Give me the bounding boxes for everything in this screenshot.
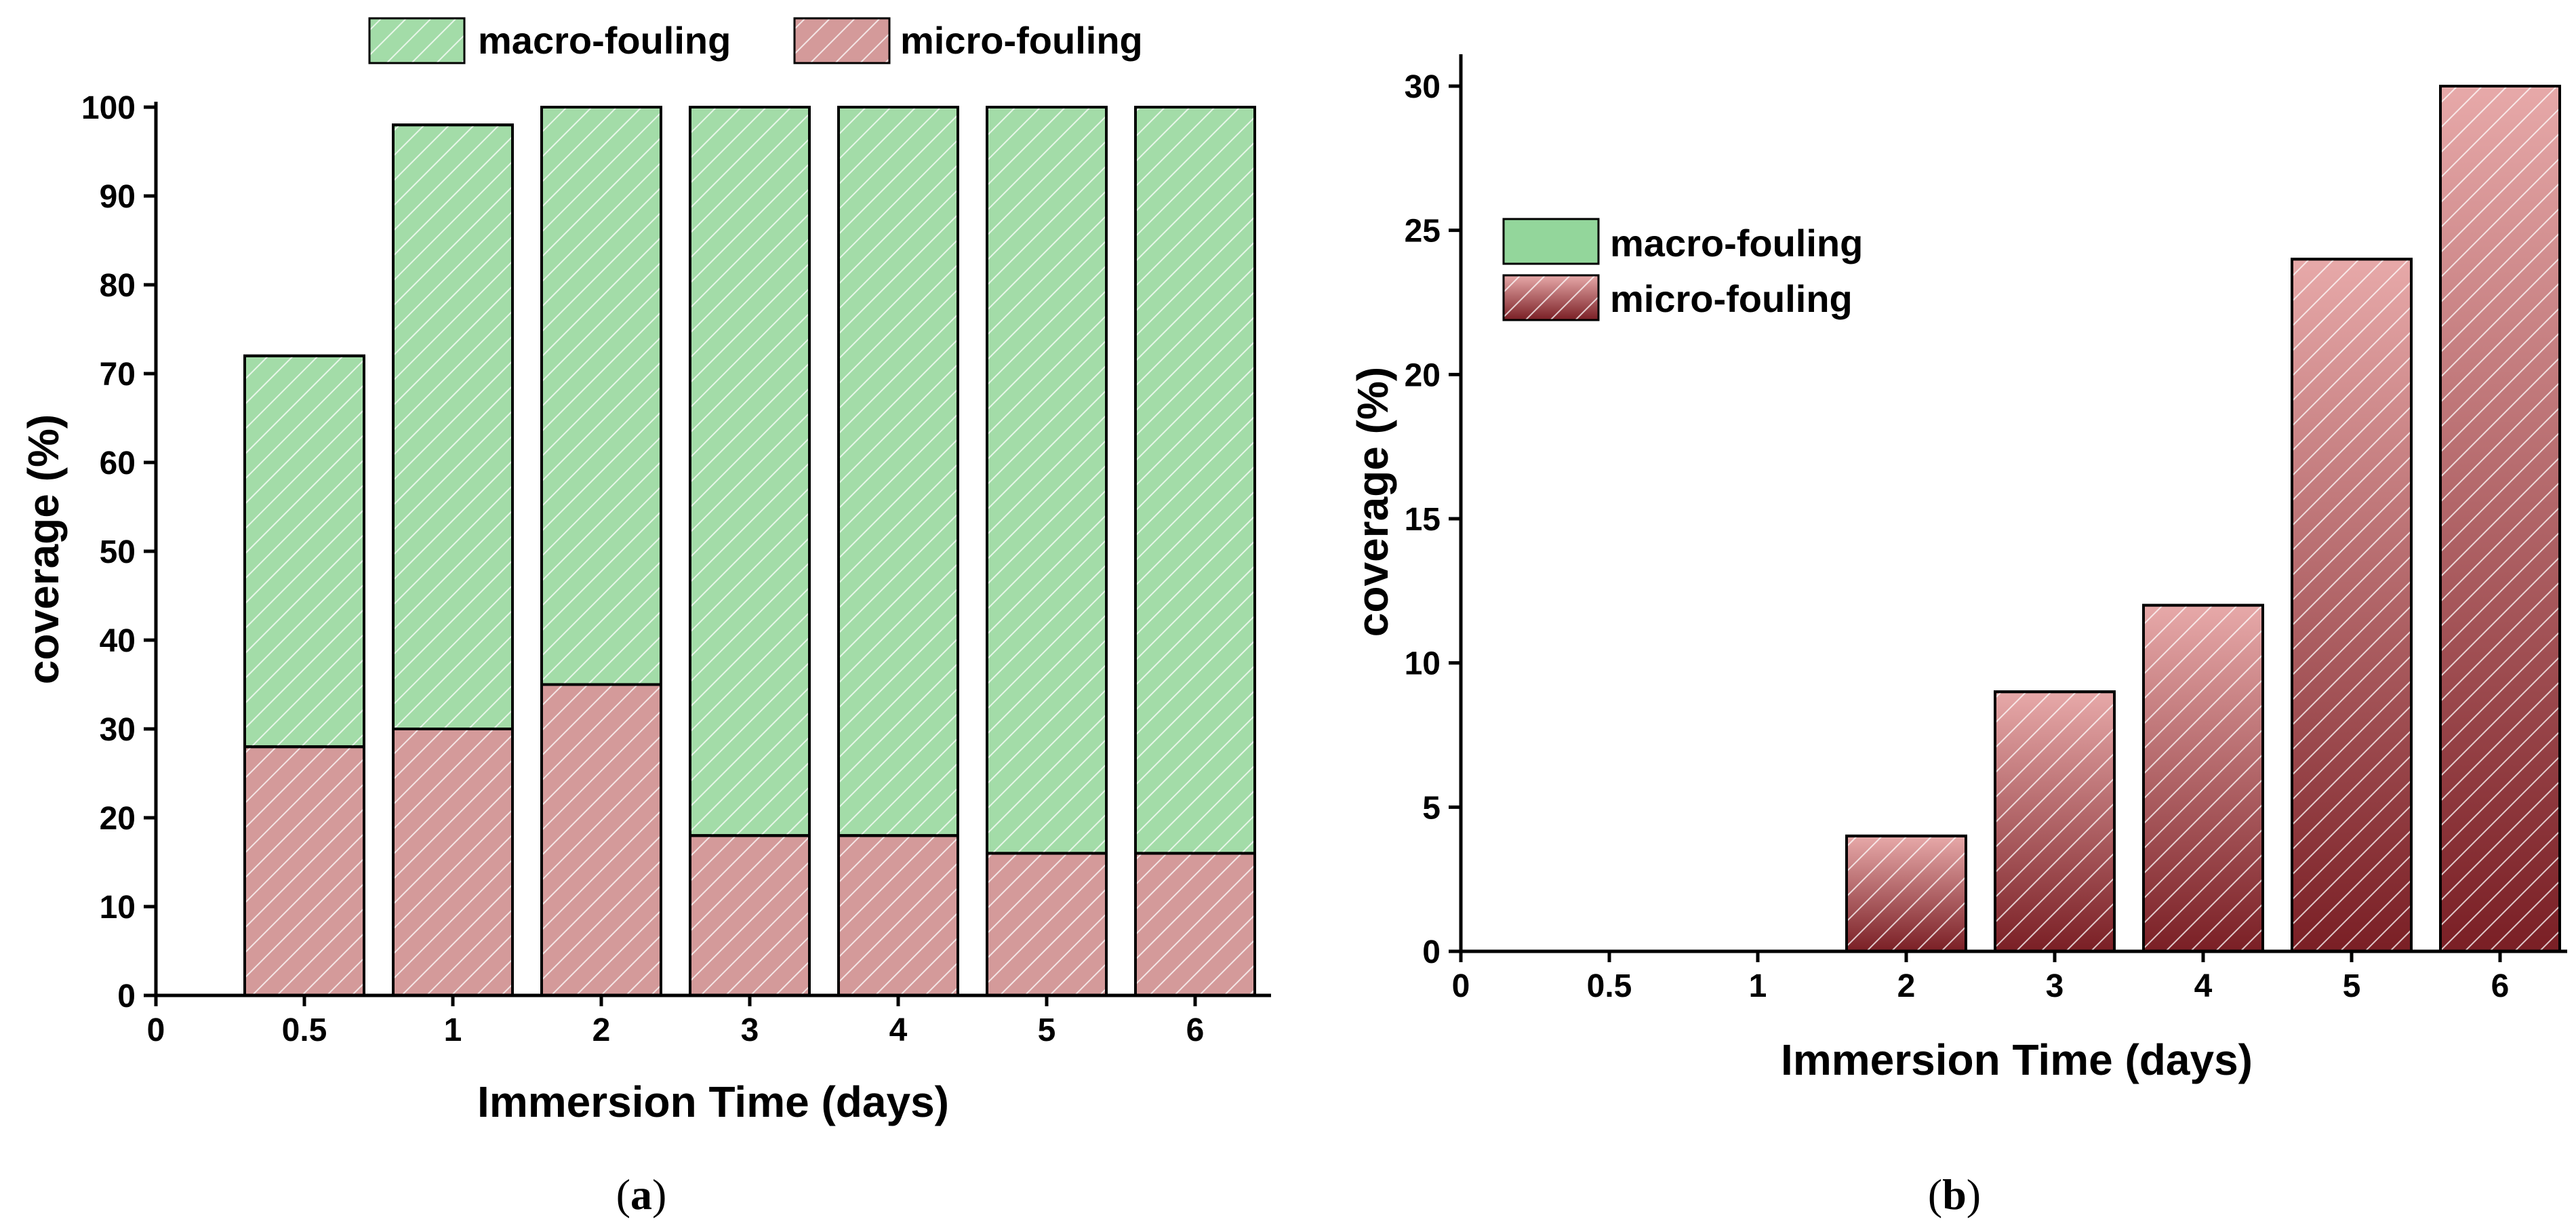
chart-b-y-tick-label: 20 [1405, 357, 1441, 393]
chart-a-y-tick-label: 40 [100, 623, 136, 659]
chart-a-bar-macro-1-hatch [392, 123, 514, 730]
chart-b-bar-micro-4-hatch [2142, 603, 2264, 953]
chart-a-legend-macro-hatch [368, 17, 466, 64]
chart-a-bar-micro-6-hatch [1134, 852, 1256, 997]
chart-a-bar-micro-1-hatch [392, 728, 514, 997]
chart-a-y-tick-label: 80 [100, 268, 136, 304]
chart-a-x-tick-label: 5 [1038, 1012, 1056, 1048]
chart-a-y-tick-label: 10 [100, 890, 136, 926]
chart-b-y-tick-label: 5 [1422, 790, 1441, 826]
chart-a-bar-macro-6-hatch [1134, 106, 1256, 855]
chart-b-legend: macro-fouling micro-fouling [1502, 218, 1863, 321]
chart-b-x-tick-label: 0 [1452, 968, 1470, 1004]
chart-panel-a: 0 10 20 30 40 50 60 70 80 90 100 0 0.5 1 2 3 4 5 6 covera… [19, 17, 1271, 1219]
chart-b-legend-macro-label: macro-fouling [1610, 222, 1863, 264]
chart-a-caption-close: ) [652, 1170, 666, 1219]
chart-a-x-tick-label: 3 [741, 1012, 759, 1048]
chart-a-y-tick-label: 90 [100, 179, 136, 215]
chart-a-bar-macro-5-hatch [986, 106, 1108, 855]
chart-a-legend-macro-label: macro-fouling [478, 19, 731, 62]
chart-b-bar-micro-2-hatch [1845, 834, 1967, 953]
chart-a-y-tick-label: 30 [100, 712, 136, 748]
chart-b-x-tick-label: 0.5 [1587, 968, 1632, 1004]
chart-a-y-ticks: 0 10 20 30 40 50 60 70 80 90 100 [81, 90, 156, 1014]
chart-a-x-axis-title: Immersion Time (days) [477, 1077, 949, 1126]
chart-a-x-ticks: 0 0.5 1 2 3 4 5 6 [147, 995, 1205, 1048]
chart-a-y-tick-label: 0 [117, 978, 136, 1014]
chart-a-y-axis-title: coverage (%) [19, 414, 68, 684]
chart-a-y-tick-label: 60 [100, 445, 136, 481]
chart-b-bar-micro-3-hatch [1994, 690, 2116, 953]
chart-a-bar-micro-2-hatch [540, 683, 662, 997]
chart-b-bar-micro-6-hatch [2439, 85, 2561, 953]
chart-a-x-tick-label: 6 [1186, 1012, 1205, 1048]
chart-a-bar-micro-5-hatch [986, 852, 1108, 997]
chart-a-bar-micro-4-hatch [837, 834, 959, 997]
chart-b-y-ticks: 0 5 10 15 20 25 30 [1405, 69, 1461, 970]
chart-a-caption-open: ( [616, 1170, 630, 1219]
chart-b-legend-micro-label: micro-fouling [1610, 277, 1853, 320]
chart-b-x-tick-label: 1 [1749, 968, 1767, 1004]
chart-a-bar-macro-0_5-hatch [243, 354, 365, 749]
chart-b-caption-open: ( [1928, 1170, 1942, 1219]
chart-b-x-tick-label: 2 [1897, 968, 1916, 1004]
chart-a-x-tick-label: 2 [592, 1012, 611, 1048]
chart-b-x-tick-label: 3 [2046, 968, 2064, 1004]
chart-a-x-tick-label: 0.5 [282, 1012, 327, 1048]
chart-panel-b: 0 5 10 15 20 25 30 0 0.5 1 2 3 4 5 6 coverage (%) Imm… [1348, 54, 2567, 1219]
chart-a-x-tick-label: 1 [444, 1012, 462, 1048]
chart-a-y-tick-label: 70 [100, 357, 136, 393]
chart-a-y-tick-label: 100 [81, 90, 136, 126]
chart-a-bar-macro-3-hatch [689, 106, 811, 837]
chart-b-y-axis-title: coverage (%) [1348, 367, 1397, 637]
chart-b-x-ticks: 0 0.5 1 2 3 4 5 6 [1452, 951, 2510, 1004]
chart-b-y-tick-label: 25 [1405, 214, 1441, 250]
chart-a-legend: macro-fouling micro-fouling [368, 17, 1143, 64]
chart-b-bar-micro-5-hatch [2291, 258, 2413, 953]
chart-b-legend-macro-swatch [1502, 218, 1600, 265]
chart-b-y-tick-label: 0 [1422, 934, 1441, 970]
chart-b-y-tick-label: 10 [1405, 646, 1441, 682]
chart-b-caption: (b) [1928, 1170, 1981, 1219]
chart-a-bar-micro-0_5-hatch [243, 745, 365, 997]
chart-b-y-tick-label: 15 [1405, 502, 1441, 538]
chart-b-legend-micro-hatch [1502, 274, 1600, 321]
chart-a-bar-macro-2-hatch [540, 106, 662, 686]
chart-b-y-tick-label: 30 [1405, 69, 1441, 105]
chart-a-bar-micro-3-hatch [689, 834, 811, 997]
chart-a-bars [243, 106, 1256, 997]
chart-b-caption-close: ) [1967, 1170, 1981, 1219]
chart-a-caption-letter: a [630, 1170, 652, 1219]
chart-b-x-axis-title: Immersion Time (days) [1781, 1035, 2253, 1084]
chart-a-legend-micro-hatch [793, 17, 891, 64]
chart-a-y-tick-label: 20 [100, 801, 136, 837]
chart-a-x-tick-label: 0 [147, 1012, 165, 1048]
chart-a-legend-micro-label: micro-fouling [900, 19, 1143, 62]
chart-a-caption: (a) [616, 1170, 667, 1219]
chart-a-bar-macro-4-hatch [837, 106, 959, 837]
chart-b-x-tick-label: 6 [2491, 968, 2510, 1004]
chart-a-x-tick-label: 4 [889, 1012, 908, 1048]
chart-b-x-tick-label: 4 [2194, 968, 2213, 1004]
chart-b-x-tick-label: 5 [2343, 968, 2361, 1004]
chart-a-y-tick-label: 50 [100, 534, 136, 570]
chart-b-caption-letter: b [1942, 1170, 1967, 1219]
chart-b-bars [1845, 85, 2561, 953]
